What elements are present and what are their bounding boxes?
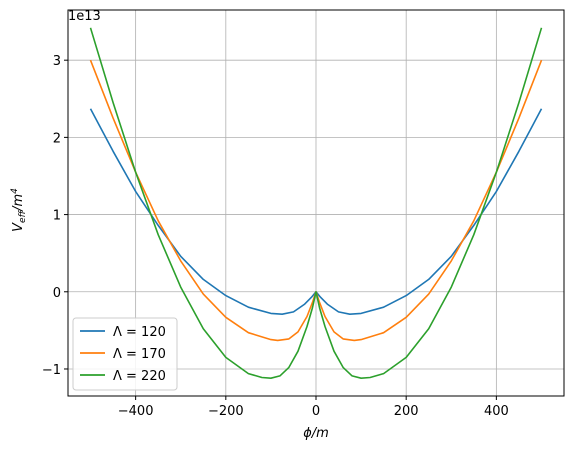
legend-label-2: Λ = 170 — [113, 347, 166, 362]
legend-box — [72, 317, 178, 391]
series-lines — [89, 27, 543, 380]
x-tick-label: 200 — [394, 404, 419, 419]
y-axis-label-main: V — [11, 222, 26, 232]
y-axis-label: Veff/m4 — [10, 188, 28, 232]
legend-label-3: Λ = 220 — [113, 369, 166, 384]
ticks: −400 −200 0 200 400 −1 0 1 2 3 — [42, 54, 509, 419]
y-tick-label: 2 — [53, 131, 61, 146]
legend-label-1: Λ = 120 — [113, 325, 166, 340]
y-tick-label: 3 — [53, 54, 61, 69]
y-tick-label: 1 — [53, 209, 61, 224]
x-axis-label: ϕ/m — [303, 426, 329, 441]
x-tick-label: −400 — [118, 404, 154, 419]
series-line-3 — [89, 27, 543, 380]
legend: Λ = 120 Λ = 170 Λ = 220 — [72, 317, 178, 391]
y-offset-text: 1e13 — [68, 9, 101, 24]
y-axis-label-sup: 4 — [10, 188, 20, 194]
x-tick-label: 0 — [312, 404, 320, 419]
y-axis-label-tail: /m — [11, 194, 26, 212]
x-tick-label: −200 — [208, 404, 244, 419]
y-axis-label-sub: eff — [18, 209, 28, 223]
y-tick-label: −1 — [42, 363, 61, 378]
y-tick-label: 0 — [53, 286, 61, 301]
x-tick-label: 400 — [484, 404, 509, 419]
